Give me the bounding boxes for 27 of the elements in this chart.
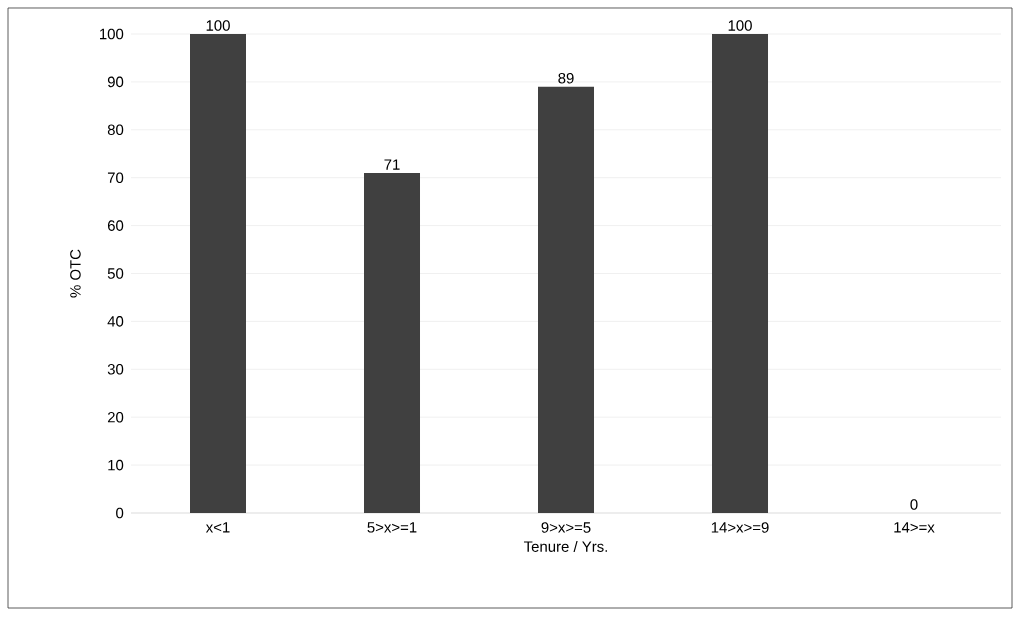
x-tick-label: 9>x>=5 [541, 522, 591, 533]
x-tick-label: 5>x>=1 [367, 522, 417, 533]
data-label: 71 [384, 159, 400, 170]
y-tick-label: 100 [100, 28, 124, 40]
bar [364, 172, 420, 513]
y-tick-label: 60 [107, 220, 124, 231]
bar [190, 33, 246, 513]
data-label: 0 [910, 499, 918, 510]
y-tick-label: 30 [107, 364, 124, 375]
x-tick-label: 14>=x [894, 522, 935, 533]
bar [538, 86, 594, 513]
y-tick-label: 70 [107, 172, 124, 183]
y-tick-label: 80 [107, 124, 124, 136]
y-tick-label: 90 [107, 76, 124, 88]
y-tick-label: 10 [108, 459, 124, 471]
y-tick-label: 0 [116, 507, 124, 519]
x-tick-label: x<1 [205, 522, 230, 533]
bar [712, 33, 769, 513]
y-axis-title: % OTC [70, 249, 81, 298]
data-label: 100 [728, 20, 752, 31]
data-label: 89 [558, 72, 574, 84]
x-tick-label: 14>x>=9 [711, 522, 769, 533]
data-label: 100 [206, 20, 230, 31]
y-tick-label: 40 [107, 316, 124, 327]
x-axis-title: Tenure / Yrs. [523, 540, 607, 552]
y-tick-label: 50 [107, 268, 124, 279]
y-tick-label: 20 [107, 411, 124, 423]
